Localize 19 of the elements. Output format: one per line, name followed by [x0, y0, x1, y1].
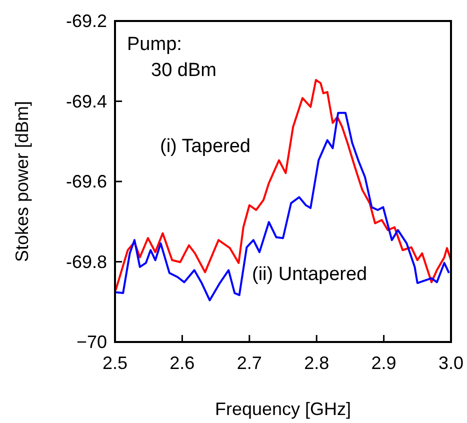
annotation: 30 dBm [151, 60, 216, 81]
series-label: (i) Tapered [160, 136, 250, 157]
series-label: (ii) Untapered [252, 264, 368, 285]
y-tick-label: -69.2 [66, 11, 107, 31]
y-axis-title: Stokes power [dBm] [12, 100, 32, 262]
x-tick-label: 2.9 [371, 353, 396, 373]
y-tick-label: -69.6 [66, 172, 107, 192]
line-series [114, 112, 450, 302]
x-axis-title: Frequency [GHz] [214, 399, 352, 419]
y-tick-label: -69.4 [66, 91, 107, 112]
x-tick-label: 2.5 [102, 353, 128, 373]
line-series [114, 78, 452, 292]
x-tick-label: 2.8 [304, 353, 330, 373]
x-tick-label: 2.6 [170, 353, 195, 373]
x-tick-label: 2.7 [236, 353, 262, 373]
annotation: Pump: [127, 34, 182, 55]
y-tick-label: -69.8 [66, 252, 107, 272]
x-tick-label: 3.0 [438, 353, 464, 373]
y-tick-label: −70 [76, 332, 107, 352]
